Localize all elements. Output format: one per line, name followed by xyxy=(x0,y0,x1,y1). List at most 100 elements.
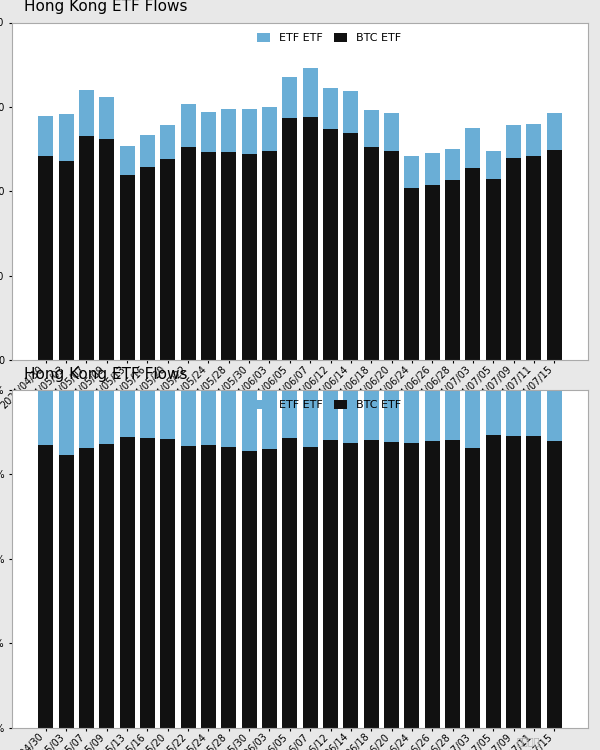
Bar xyxy=(282,118,298,360)
Bar xyxy=(506,158,521,360)
Bar xyxy=(485,390,501,435)
Bar xyxy=(384,151,399,360)
Bar xyxy=(99,444,115,728)
Text: Hong Kong ETF Flows: Hong Kong ETF Flows xyxy=(23,0,187,14)
Bar xyxy=(506,390,521,436)
Bar xyxy=(282,77,298,118)
Text: Hong Kong ETF Flows: Hong Kong ETF Flows xyxy=(23,367,187,382)
Bar xyxy=(323,440,338,728)
Bar xyxy=(425,390,440,441)
Bar xyxy=(485,151,501,178)
Bar xyxy=(404,188,419,360)
Bar xyxy=(99,390,115,444)
Bar xyxy=(343,390,358,443)
Bar xyxy=(38,445,53,728)
Bar xyxy=(201,445,216,728)
Bar xyxy=(140,390,155,438)
Bar xyxy=(38,390,53,445)
Bar xyxy=(119,390,135,436)
Bar xyxy=(282,438,298,728)
Bar xyxy=(38,156,53,360)
Bar xyxy=(302,390,318,446)
Bar xyxy=(59,390,74,454)
Bar xyxy=(181,390,196,445)
Bar xyxy=(79,90,94,136)
Bar xyxy=(364,110,379,147)
Legend: ETF ETF, BTC ETF: ETF ETF, BTC ETF xyxy=(252,28,406,47)
Bar xyxy=(445,440,460,728)
Bar xyxy=(465,168,481,360)
Bar xyxy=(404,443,419,728)
X-axis label: Date: Date xyxy=(287,416,313,427)
Bar xyxy=(364,440,379,728)
Bar xyxy=(38,116,53,156)
Bar xyxy=(404,156,419,188)
Bar xyxy=(485,178,501,360)
Bar xyxy=(343,443,358,728)
Bar xyxy=(201,152,216,360)
Bar xyxy=(160,390,175,439)
Bar xyxy=(445,149,460,180)
Bar xyxy=(262,107,277,151)
Bar xyxy=(506,125,521,158)
Bar xyxy=(547,150,562,360)
Bar xyxy=(119,436,135,728)
Bar xyxy=(526,390,541,436)
Bar xyxy=(160,159,175,360)
Bar xyxy=(547,112,562,150)
Bar xyxy=(526,124,541,156)
Bar xyxy=(201,390,216,445)
Bar xyxy=(221,110,236,152)
Bar xyxy=(140,438,155,728)
Bar xyxy=(425,153,440,184)
Bar xyxy=(201,112,216,152)
Bar xyxy=(404,390,419,443)
Bar xyxy=(181,104,196,146)
Bar xyxy=(79,448,94,728)
Bar xyxy=(59,114,74,161)
Bar xyxy=(221,447,236,728)
Bar xyxy=(160,125,175,159)
Bar xyxy=(343,133,358,360)
Bar xyxy=(282,390,298,438)
Bar xyxy=(526,156,541,360)
Bar xyxy=(445,390,460,440)
Bar xyxy=(384,112,399,151)
Bar xyxy=(242,452,257,728)
Bar xyxy=(59,454,74,728)
Bar xyxy=(221,390,236,447)
Bar xyxy=(302,117,318,360)
Bar xyxy=(262,151,277,360)
Bar xyxy=(425,441,440,728)
Bar xyxy=(323,390,338,440)
Bar xyxy=(364,390,379,440)
Bar xyxy=(79,390,94,448)
Bar xyxy=(79,136,94,360)
Bar xyxy=(99,97,115,139)
Bar xyxy=(547,441,562,728)
Bar xyxy=(242,390,257,452)
Bar xyxy=(343,91,358,133)
Bar xyxy=(465,128,481,168)
Bar xyxy=(140,135,155,166)
Bar xyxy=(160,439,175,728)
Bar xyxy=(242,109,257,154)
Bar xyxy=(119,146,135,176)
Bar xyxy=(221,152,236,360)
Bar xyxy=(262,448,277,728)
Bar xyxy=(302,446,318,728)
Bar xyxy=(384,390,399,442)
Bar xyxy=(465,448,481,728)
Bar xyxy=(99,139,115,360)
Bar xyxy=(181,146,196,360)
Bar xyxy=(140,166,155,360)
Bar xyxy=(506,436,521,728)
Bar xyxy=(445,180,460,360)
Bar xyxy=(302,68,318,117)
Bar xyxy=(425,184,440,360)
Legend: ETF ETF, BTC ETF: ETF ETF, BTC ETF xyxy=(252,395,406,415)
Text: 金色财经: 金色财经 xyxy=(516,736,540,746)
Bar xyxy=(242,154,257,360)
Bar xyxy=(547,390,562,441)
Bar xyxy=(364,147,379,360)
